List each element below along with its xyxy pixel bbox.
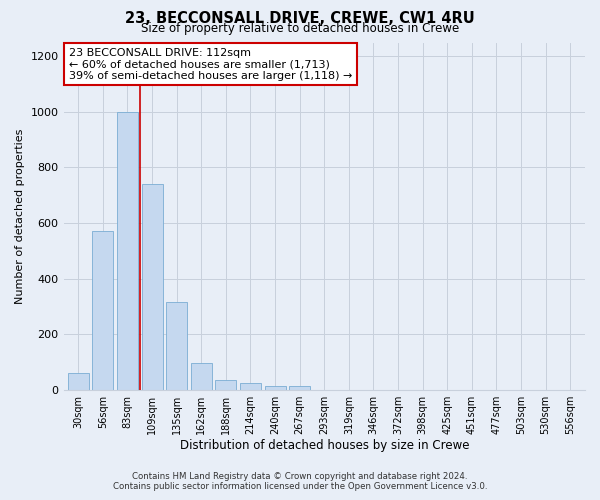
Text: 23, BECCONSALL DRIVE, CREWE, CW1 4RU: 23, BECCONSALL DRIVE, CREWE, CW1 4RU (125, 11, 475, 26)
Bar (117, 112, 138, 390)
Text: 23 BECCONSALL DRIVE: 112sqm
← 60% of detached houses are smaller (1,713)
39% of : 23 BECCONSALL DRIVE: 112sqm ← 60% of det… (69, 48, 352, 81)
Y-axis label: Number of detached properties: Number of detached properties (15, 128, 25, 304)
Bar (265, 386, 286, 390)
Bar (191, 364, 212, 390)
Text: Contains HM Land Registry data © Crown copyright and database right 2024.
Contai: Contains HM Land Registry data © Crown c… (113, 472, 487, 491)
Text: Size of property relative to detached houses in Crewe: Size of property relative to detached ho… (141, 22, 459, 35)
Bar (215, 380, 236, 390)
Bar (240, 383, 261, 390)
Bar (68, 373, 89, 390)
Bar (166, 302, 187, 390)
Bar (92, 232, 113, 390)
Bar (142, 184, 163, 390)
Bar (289, 386, 310, 390)
X-axis label: Distribution of detached houses by size in Crewe: Distribution of detached houses by size … (179, 440, 469, 452)
